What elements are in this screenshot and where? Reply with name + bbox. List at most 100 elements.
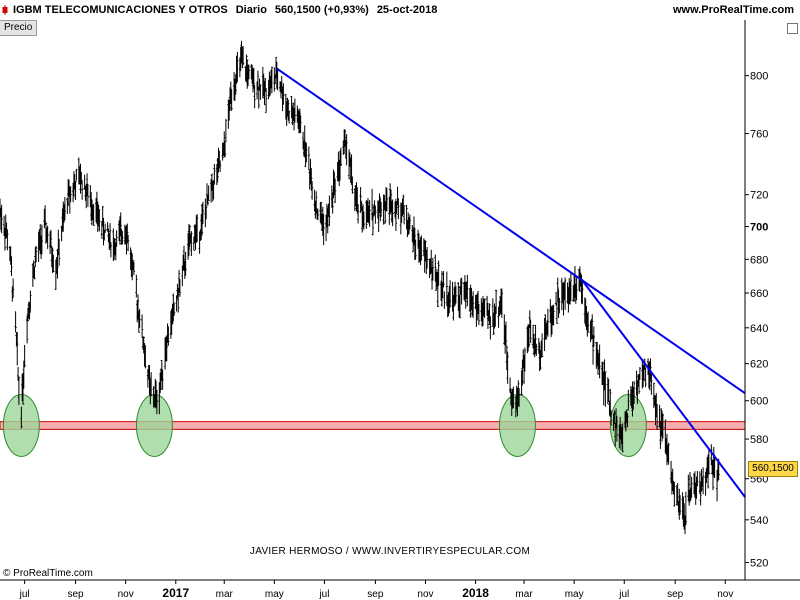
price-bar xyxy=(182,245,186,272)
price-bar xyxy=(382,194,385,225)
price-bar xyxy=(256,70,260,91)
price-bar xyxy=(638,367,642,380)
price-bar xyxy=(184,251,187,276)
price-bar xyxy=(204,204,208,220)
price-bar xyxy=(80,171,83,185)
price-bar xyxy=(121,230,124,245)
x-tick-label: sep xyxy=(667,589,684,600)
price-bar xyxy=(430,249,433,274)
price-bar xyxy=(454,286,458,304)
price-bar xyxy=(287,110,291,124)
trendlines xyxy=(276,67,746,498)
y-tick-label: 680 xyxy=(750,254,768,266)
y-tick-label: 540 xyxy=(750,515,768,527)
price-bar xyxy=(471,291,475,318)
price-bar xyxy=(80,180,84,200)
price-bar xyxy=(16,332,19,366)
price-bar xyxy=(324,214,328,242)
price-bar xyxy=(17,376,21,405)
price-bar xyxy=(667,442,670,465)
price-bar xyxy=(195,214,199,242)
price-bar xyxy=(51,247,54,273)
price-bar xyxy=(49,229,53,248)
price-bars xyxy=(0,40,720,535)
price-bar xyxy=(227,99,231,121)
price-bar xyxy=(395,201,398,214)
price-bar xyxy=(699,481,702,506)
price-bar xyxy=(492,312,495,335)
price-bar xyxy=(517,388,521,407)
price-bar xyxy=(330,185,334,208)
price-bar xyxy=(546,308,550,337)
price-bar xyxy=(458,286,462,319)
price-bar xyxy=(365,200,368,229)
x-tick-label: nov xyxy=(717,589,733,600)
price-bar xyxy=(504,321,508,346)
price-bar xyxy=(102,217,105,246)
price-bar xyxy=(109,242,113,258)
y-tick-label: 720 xyxy=(750,190,768,202)
price-bar xyxy=(532,333,536,356)
price-bar xyxy=(259,84,262,100)
price-bar xyxy=(445,271,449,306)
y-tick-label: 600 xyxy=(750,396,768,408)
price-bar xyxy=(310,181,314,200)
chart-title: IGBM TELECOMUNICACIONES Y OTROS Diario 560… xyxy=(13,4,437,16)
price-bar xyxy=(515,385,518,411)
price-bar xyxy=(368,200,371,227)
price-bar xyxy=(391,199,394,227)
price-bar xyxy=(700,469,703,492)
price-bar xyxy=(360,200,363,211)
minimize-icon[interactable] xyxy=(787,23,798,34)
price-bar xyxy=(402,204,406,225)
price-bar xyxy=(216,157,219,182)
price-bar xyxy=(247,64,251,80)
price-bar xyxy=(213,163,216,185)
price-bar xyxy=(581,282,584,305)
price-bar xyxy=(118,216,122,245)
price-bar xyxy=(442,271,445,288)
price-bar xyxy=(632,381,636,404)
price-bar xyxy=(131,259,135,271)
price-bar xyxy=(613,410,616,425)
price-bar xyxy=(411,225,414,243)
price-bar xyxy=(178,279,182,297)
price-bar xyxy=(489,316,492,340)
site-url[interactable]: www.ProRealTime.com xyxy=(672,4,794,16)
price-bar xyxy=(328,195,331,227)
price-bar xyxy=(135,274,138,298)
price-bar xyxy=(591,334,595,365)
price-bar xyxy=(684,491,688,526)
price-bar xyxy=(540,333,544,358)
price-bar xyxy=(253,85,256,109)
price-bar xyxy=(520,370,523,396)
price-bar xyxy=(621,423,624,453)
price-bar xyxy=(60,225,63,242)
panel-tab-precio[interactable]: Precio xyxy=(0,20,38,36)
price-bar xyxy=(572,273,576,302)
y-tick-label: 760 xyxy=(750,129,768,141)
price-bar xyxy=(443,291,446,309)
price-bar xyxy=(28,302,31,320)
price-bar xyxy=(200,204,204,236)
price-bar xyxy=(531,324,535,349)
price-bar xyxy=(690,476,693,498)
x-tick-label: sep xyxy=(367,589,384,600)
price-bar xyxy=(310,168,313,191)
price-bar xyxy=(371,212,375,236)
price-bar xyxy=(215,164,219,186)
copyright-notice: © ProRealTime.com xyxy=(3,568,93,579)
price-bar xyxy=(401,198,404,217)
price-bar xyxy=(675,485,679,506)
price-bar xyxy=(394,198,398,232)
timeframe: Diario xyxy=(235,4,267,16)
price-bar xyxy=(586,311,590,333)
price-bar xyxy=(315,208,319,220)
price-bar xyxy=(161,369,164,390)
price-bar xyxy=(74,181,77,201)
price-bar xyxy=(332,169,335,199)
x-tick-label: nov xyxy=(118,589,134,600)
price-bar xyxy=(711,459,715,491)
price-bar xyxy=(655,403,659,430)
price-bar xyxy=(500,288,504,318)
